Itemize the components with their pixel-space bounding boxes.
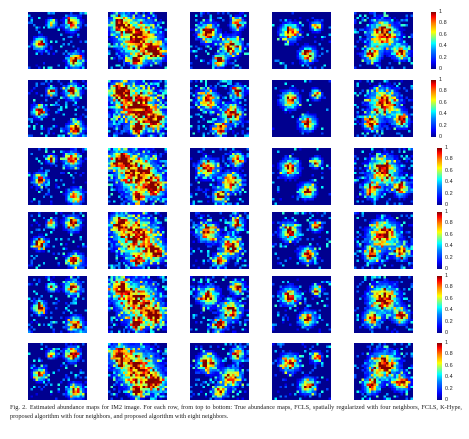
colorbar-tick-label: 0.8: [445, 156, 453, 163]
colorbar-tick-label: 0: [439, 66, 443, 72]
colorbar-tick-label: 1: [439, 9, 443, 15]
colorbar-row-5: [437, 276, 442, 333]
colorbar-tick-label: 0.6: [439, 99, 447, 106]
colorbar-tick-label: 0: [439, 134, 443, 140]
abundance-map-r1-c3: [190, 12, 249, 69]
colorbar-tick-label: 0.4: [445, 179, 453, 186]
colorbar-tick-label: 0.2: [439, 54, 447, 61]
colorbar-tick-label: 0.8: [439, 88, 447, 95]
abundance-map-r3-c1: [28, 148, 87, 205]
colorbar-tick-label: 0.6: [445, 231, 453, 238]
abundance-map-r6-c3: [190, 343, 249, 400]
abundance-map-r1-c5: [354, 12, 413, 69]
abundance-map-r3-c3: [190, 148, 249, 205]
colorbar-tick-label: 0: [445, 202, 449, 208]
colorbar-tick-label: 0.6: [445, 167, 453, 174]
colorbar-tick-label: 1: [445, 209, 449, 215]
abundance-map-r1-c1: [28, 12, 87, 69]
colorbar-tick-label: 0.8: [439, 20, 447, 27]
figure-number: Fig. 2.: [10, 404, 27, 411]
abundance-map-r2-c2: [108, 80, 167, 137]
colorbar-tick-label: 0.8: [445, 220, 453, 227]
colorbar-tick-label: 0.4: [445, 374, 453, 381]
abundance-map-r5-c3: [190, 276, 249, 333]
colorbar-tick-label: 0: [445, 330, 449, 336]
abundance-map-r4-c1: [28, 212, 87, 269]
colorbar-tick-label: 0.8: [445, 351, 453, 358]
abundance-map-r6-c4: [272, 343, 331, 400]
colorbar-tick-label: 0: [445, 266, 449, 272]
abundance-map-r4-c4: [272, 212, 331, 269]
colorbar-tick-label: 0.2: [445, 254, 453, 261]
colorbar-tick-label: 0.6: [445, 362, 453, 369]
abundance-map-r6-c1: [28, 343, 87, 400]
colorbar-tick-label: 0.2: [439, 122, 447, 129]
abundance-map-r2-c1: [28, 80, 87, 137]
abundance-map-r5-c1: [28, 276, 87, 333]
colorbar-tick-label: 0.6: [439, 31, 447, 38]
abundance-map-r2-c3: [190, 80, 249, 137]
colorbar-tick-label: 0.2: [445, 318, 453, 325]
colorbar-row-1: [431, 12, 436, 69]
abundance-map-r3-c5: [354, 148, 413, 205]
colorbar-tick-label: 0.6: [445, 295, 453, 302]
abundance-map-r4-c5: [354, 212, 413, 269]
colorbar-tick-label: 0.4: [445, 243, 453, 250]
abundance-map-r5-c2: [108, 276, 167, 333]
figure-caption: Fig. 2. Estimated abundance maps for IM2 …: [10, 404, 462, 421]
colorbar-tick-label: 1: [445, 273, 449, 279]
abundance-map-r1-c4: [272, 12, 331, 69]
colorbar-tick-label: 0.4: [439, 111, 447, 118]
colorbar-row-6: [437, 343, 442, 400]
abundance-map-r5-c5: [354, 276, 413, 333]
colorbar-tick-label: 0.8: [445, 284, 453, 291]
caption-text: Estimated abundance maps for IM2 image. …: [10, 404, 462, 420]
colorbar-tick-label: 0.2: [445, 385, 453, 392]
abundance-map-r2-c4: [272, 80, 331, 137]
abundance-map-r3-c4: [272, 148, 331, 205]
abundance-map-r1-c2: [108, 12, 167, 69]
colorbar-tick-label: 1: [445, 340, 449, 346]
colorbar-row-4: [437, 212, 442, 269]
colorbar-tick-label: 0.2: [445, 190, 453, 197]
colorbar-row-2: [431, 80, 436, 137]
abundance-map-figure: 0 0.2 0.4 0.6 0.8 1 0 0.2 0.4 0.6 0.8 1 0 0.2 0.4 0.6 0.…: [28, 9, 453, 403]
abundance-map-r4-c3: [190, 212, 249, 269]
colorbar-tick-label: 0.4: [445, 307, 453, 314]
abundance-map-r5-c4: [272, 276, 331, 333]
abundance-map-r3-c2: [108, 148, 167, 205]
colorbar-row-3: [437, 148, 442, 205]
abundance-map-r2-c5: [354, 80, 413, 137]
colorbar-tick-label: 1: [445, 145, 449, 151]
abundance-map-r6-c5: [354, 343, 413, 400]
colorbar-tick-label: 1: [439, 77, 443, 83]
abundance-map-r4-c2: [108, 212, 167, 269]
colorbar-tick-label: 0: [445, 397, 449, 403]
abundance-map-r6-c2: [108, 343, 167, 400]
colorbar-tick-label: 0.4: [439, 43, 447, 50]
